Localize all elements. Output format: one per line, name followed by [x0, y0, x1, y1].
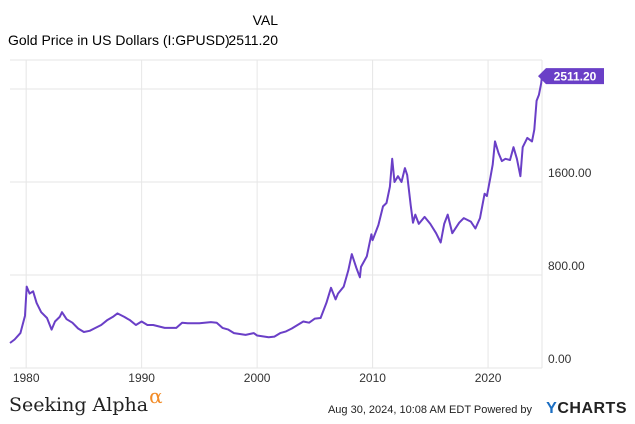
x-tick-label: 2020	[475, 371, 502, 385]
ycharts-y: Y	[546, 400, 558, 417]
chart-gridlines	[10, 59, 543, 369]
callout-value: 2511.20	[554, 70, 597, 84]
x-axis-ticks: 1980 1990 2000 2010 2020	[13, 371, 502, 385]
callout-badge	[538, 68, 604, 85]
alpha-symbol-icon: α	[149, 384, 163, 408]
y-axis-ticks: 0.00 800.00 1600.00	[548, 166, 592, 366]
y-tick-label: 1600.00	[548, 166, 592, 180]
chart-legend: VAL Gold Price in US Dollars (I:GPUSD) 2…	[8, 12, 298, 52]
ycharts-rest: CHARTS	[557, 400, 627, 417]
series-layer	[9, 75, 543, 344]
y-tick-label: 0.00	[548, 352, 572, 366]
series-line	[9, 75, 543, 344]
seeking-alpha-logo: Seeking Alphaα	[9, 384, 163, 416]
x-tick-label: 2000	[244, 371, 271, 385]
ycharts-logo: YCHARTS	[546, 400, 627, 418]
x-tick-label: 1990	[128, 371, 155, 385]
gold-price-chart: 0.00 800.00 1600.00 1980 1990 2000 2010 2020 2…	[9, 59, 604, 385]
legend-header: VAL	[252, 12, 278, 28]
legend-series-name: Gold Price in US Dollars (I:GPUSD)	[8, 32, 230, 48]
x-tick-label: 2010	[359, 371, 386, 385]
y-tick-label: 800.00	[548, 259, 585, 273]
last-value-callout: 2511.20	[538, 68, 604, 85]
x-tick-label: 1980	[13, 371, 40, 385]
legend-series-value: 2511.20	[228, 32, 278, 48]
brand-text: Seeking Alpha	[9, 394, 149, 416]
timestamp-note: Aug 30, 2024, 10:08 AM EDT Powered by	[327, 404, 532, 416]
